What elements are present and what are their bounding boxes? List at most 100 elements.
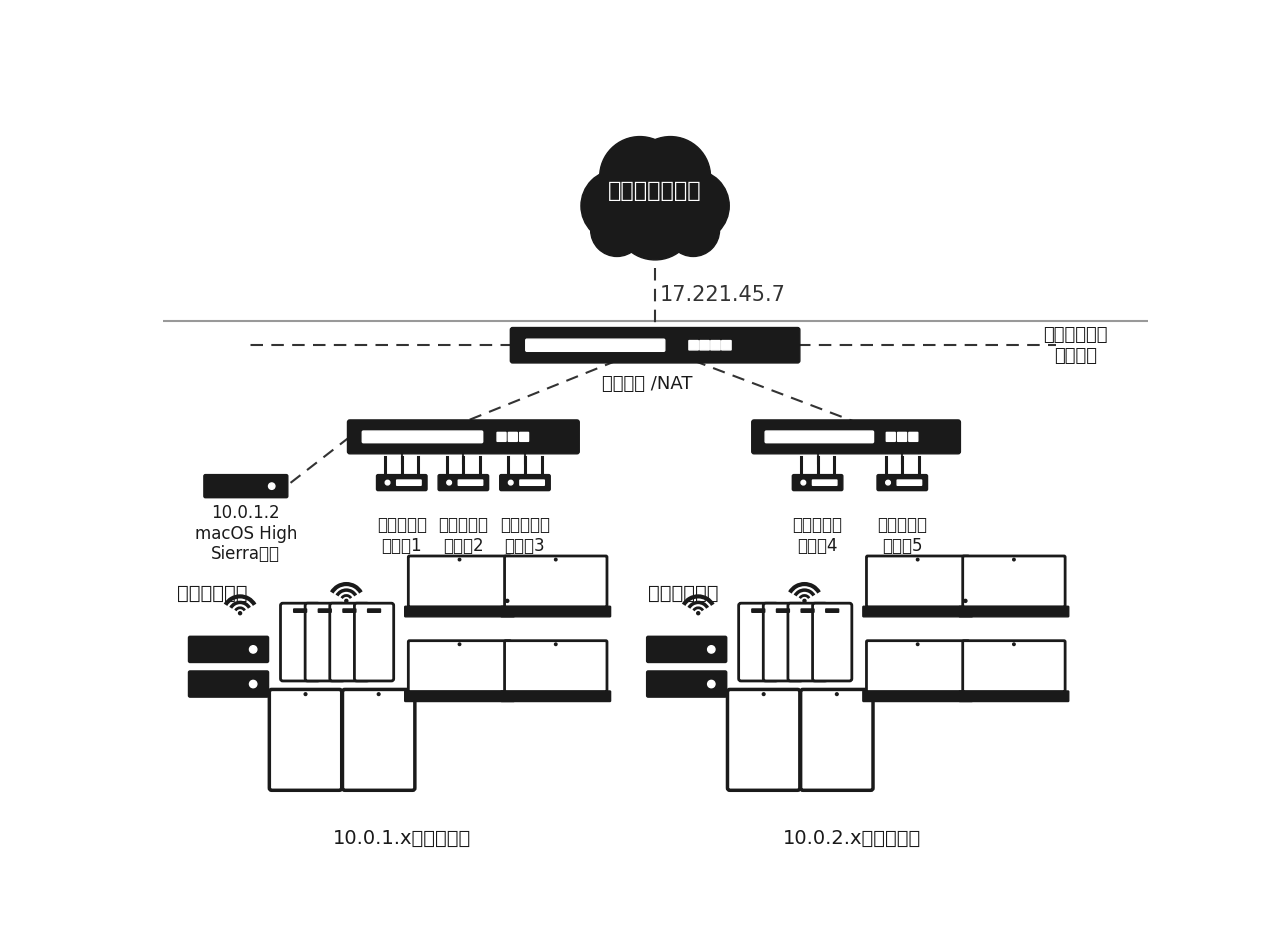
Text: ルーター /NAT: ルーター /NAT (602, 374, 693, 392)
Circle shape (458, 643, 460, 645)
FancyBboxPatch shape (647, 671, 726, 697)
FancyBboxPatch shape (812, 480, 836, 486)
Circle shape (377, 693, 380, 696)
Circle shape (385, 480, 390, 485)
Circle shape (591, 204, 643, 256)
Circle shape (615, 180, 696, 260)
FancyBboxPatch shape (866, 556, 969, 606)
FancyBboxPatch shape (897, 480, 922, 486)
Circle shape (304, 693, 307, 696)
Circle shape (631, 136, 711, 217)
FancyBboxPatch shape (909, 432, 918, 442)
Circle shape (917, 558, 918, 561)
FancyBboxPatch shape (752, 420, 961, 454)
FancyBboxPatch shape (764, 604, 802, 681)
FancyBboxPatch shape (306, 604, 344, 681)
Circle shape (458, 558, 460, 561)
FancyBboxPatch shape (826, 609, 839, 612)
Text: アクセスポ
イント5: アクセスポ イント5 (877, 516, 927, 555)
Text: アクセスポ
イント3: アクセスポ イント3 (500, 516, 550, 555)
FancyBboxPatch shape (396, 480, 421, 486)
Circle shape (269, 483, 275, 489)
Circle shape (1013, 558, 1016, 561)
FancyBboxPatch shape (501, 691, 610, 702)
Circle shape (345, 600, 348, 603)
FancyBboxPatch shape (188, 671, 269, 697)
FancyBboxPatch shape (343, 689, 414, 790)
Circle shape (803, 600, 806, 603)
Circle shape (657, 169, 729, 242)
FancyBboxPatch shape (526, 339, 665, 351)
FancyBboxPatch shape (886, 432, 895, 442)
Circle shape (835, 693, 838, 696)
Circle shape (239, 612, 242, 615)
Text: 10.0.2.xサブネット: 10.0.2.xサブネット (783, 828, 921, 847)
Text: クライアント: クライアント (177, 584, 247, 603)
Circle shape (555, 643, 558, 645)
FancyBboxPatch shape (728, 689, 799, 790)
FancyBboxPatch shape (203, 475, 288, 498)
FancyBboxPatch shape (404, 691, 514, 702)
FancyBboxPatch shape (519, 432, 528, 442)
FancyBboxPatch shape (801, 609, 813, 612)
FancyBboxPatch shape (776, 609, 789, 612)
FancyBboxPatch shape (739, 604, 778, 681)
FancyBboxPatch shape (330, 604, 370, 681)
FancyBboxPatch shape (404, 606, 514, 617)
Circle shape (1013, 643, 1016, 645)
Text: クライアント: クライアント (648, 584, 719, 603)
Text: 10.0.1.2
macOS High
Sierra以降: 10.0.1.2 macOS High Sierra以降 (194, 504, 297, 564)
FancyBboxPatch shape (711, 341, 720, 350)
Circle shape (762, 693, 765, 696)
Circle shape (666, 204, 720, 256)
FancyBboxPatch shape (788, 604, 828, 681)
FancyBboxPatch shape (498, 432, 506, 442)
FancyBboxPatch shape (343, 609, 356, 612)
Text: ローカルネッ
トワーク: ローカルネッ トワーク (1044, 326, 1108, 365)
Circle shape (605, 146, 705, 246)
FancyBboxPatch shape (959, 606, 1069, 617)
FancyBboxPatch shape (801, 689, 874, 790)
FancyBboxPatch shape (508, 432, 517, 442)
Circle shape (581, 169, 654, 242)
FancyBboxPatch shape (408, 556, 510, 606)
Circle shape (707, 681, 715, 687)
FancyBboxPatch shape (439, 475, 489, 490)
FancyBboxPatch shape (963, 556, 1065, 606)
FancyBboxPatch shape (376, 475, 427, 490)
Text: アクセスポ
イント4: アクセスポ イント4 (793, 516, 843, 555)
FancyBboxPatch shape (362, 431, 482, 443)
Text: アクセスポ
イント1: アクセスポ イント1 (377, 516, 427, 555)
FancyBboxPatch shape (963, 641, 1065, 691)
FancyBboxPatch shape (501, 606, 610, 617)
Text: 17.221.45.7: 17.221.45.7 (660, 286, 785, 306)
FancyBboxPatch shape (294, 609, 307, 612)
FancyBboxPatch shape (700, 341, 710, 350)
Text: アクセスポ
イント2: アクセスポ イント2 (439, 516, 489, 555)
FancyBboxPatch shape (959, 691, 1069, 702)
FancyBboxPatch shape (510, 327, 799, 363)
FancyBboxPatch shape (354, 604, 394, 681)
Circle shape (697, 612, 700, 615)
FancyBboxPatch shape (877, 475, 927, 490)
FancyBboxPatch shape (689, 341, 698, 350)
Circle shape (505, 600, 509, 603)
FancyBboxPatch shape (500, 475, 550, 490)
FancyBboxPatch shape (647, 636, 726, 663)
FancyBboxPatch shape (408, 641, 510, 691)
FancyBboxPatch shape (863, 606, 972, 617)
FancyBboxPatch shape (270, 689, 341, 790)
FancyBboxPatch shape (280, 604, 320, 681)
Circle shape (249, 645, 257, 653)
FancyBboxPatch shape (863, 691, 972, 702)
FancyBboxPatch shape (752, 609, 765, 612)
Circle shape (509, 480, 513, 485)
FancyBboxPatch shape (792, 475, 843, 490)
FancyBboxPatch shape (866, 641, 969, 691)
FancyBboxPatch shape (898, 432, 907, 442)
FancyBboxPatch shape (519, 480, 545, 486)
Circle shape (886, 480, 890, 485)
FancyBboxPatch shape (458, 480, 482, 486)
FancyBboxPatch shape (721, 341, 732, 350)
Circle shape (600, 136, 680, 217)
